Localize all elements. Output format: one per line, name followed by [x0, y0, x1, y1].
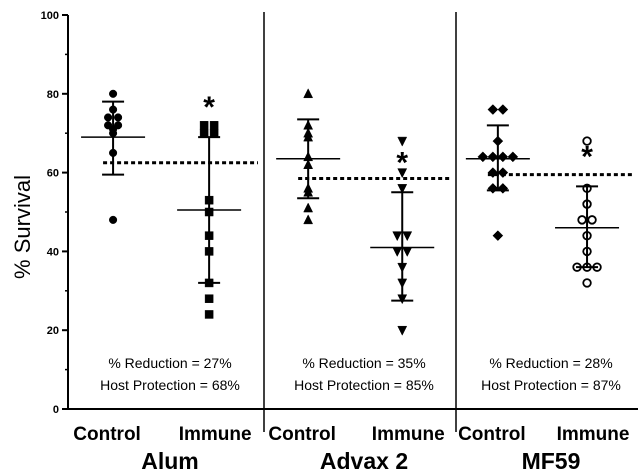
data-point	[497, 167, 509, 178]
data-point	[114, 113, 123, 122]
data-point	[582, 278, 592, 288]
data-point	[303, 88, 314, 99]
category-label: Immune	[557, 424, 630, 445]
y-tick-label: 20	[47, 325, 59, 337]
y-tick-label: 0	[53, 404, 59, 416]
y-tick-label: 100	[41, 10, 59, 22]
data-point	[497, 104, 509, 115]
reduction-annotation: % Reduction = 28%	[489, 355, 612, 371]
data-point	[477, 151, 489, 163]
data-point	[507, 151, 519, 163]
data-point	[303, 214, 314, 225]
data-point	[487, 104, 499, 115]
data-point	[104, 113, 113, 122]
data-point	[392, 247, 403, 257]
panel-name: MF59	[522, 448, 581, 474]
significance-star: *	[203, 91, 215, 124]
group-control: Control	[458, 104, 530, 445]
data-point	[402, 247, 413, 257]
panel-1: Control * Immune % Reduction = 35% Host Prot…	[268, 88, 450, 474]
data-point	[204, 310, 214, 319]
data-point	[497, 151, 509, 163]
data-point	[397, 168, 408, 179]
data-point	[109, 215, 118, 224]
group-immune: * Immune	[555, 136, 630, 445]
y-tick-label: 60	[47, 168, 59, 180]
category-label: Control	[458, 424, 526, 445]
significance-star: *	[396, 146, 408, 179]
data-point	[397, 184, 408, 194]
data-point	[587, 215, 597, 225]
data-point	[582, 136, 592, 146]
data-point	[487, 167, 499, 178]
category-label: Immune	[179, 424, 252, 445]
category-label: Control	[73, 424, 141, 445]
panel-0: Control * Immune % Reduction = 27% Host Prot…	[73, 89, 258, 474]
data-point	[204, 294, 214, 303]
category-label: Control	[268, 424, 336, 445]
protection-annotation: Host Protection = 85%	[294, 377, 434, 393]
group-control: Control	[73, 89, 146, 445]
data-point	[492, 230, 504, 241]
data-point	[497, 183, 509, 194]
y-axis-label: % Survival	[10, 175, 35, 279]
significance-star: *	[581, 140, 593, 173]
panel-2: Control * Immune % Reduction = 28% Host Prot…	[458, 104, 632, 474]
y-tick-label: 40	[47, 246, 59, 258]
data-point	[487, 183, 499, 194]
panel-name: Advax 2	[320, 448, 408, 474]
group-immune: * Immune	[370, 136, 445, 445]
y-axis: 0 20 40 60 80 100	[41, 10, 638, 416]
data-point	[199, 128, 209, 138]
protection-annotation: Host Protection = 68%	[100, 377, 240, 393]
group-immune: * Immune	[177, 91, 252, 445]
group-control: Control	[268, 88, 341, 445]
data-point	[402, 231, 413, 242]
data-point	[397, 325, 408, 336]
reduction-annotation: % Reduction = 27%	[108, 355, 231, 371]
data-point	[397, 136, 408, 147]
y-tick-label: 80	[47, 89, 59, 101]
protection-annotation: Host Protection = 87%	[481, 377, 621, 393]
data-point	[209, 128, 219, 138]
data-point	[577, 215, 587, 225]
panels: Control * Immune % Reduction = 27% Host Prot…	[73, 12, 632, 474]
category-label: Immune	[372, 424, 445, 445]
panel-name: Alum	[141, 448, 199, 474]
data-point	[303, 202, 314, 213]
reduction-annotation: % Reduction = 35%	[302, 355, 425, 371]
data-point	[392, 231, 403, 242]
data-point	[109, 89, 118, 98]
data-point	[487, 151, 499, 163]
